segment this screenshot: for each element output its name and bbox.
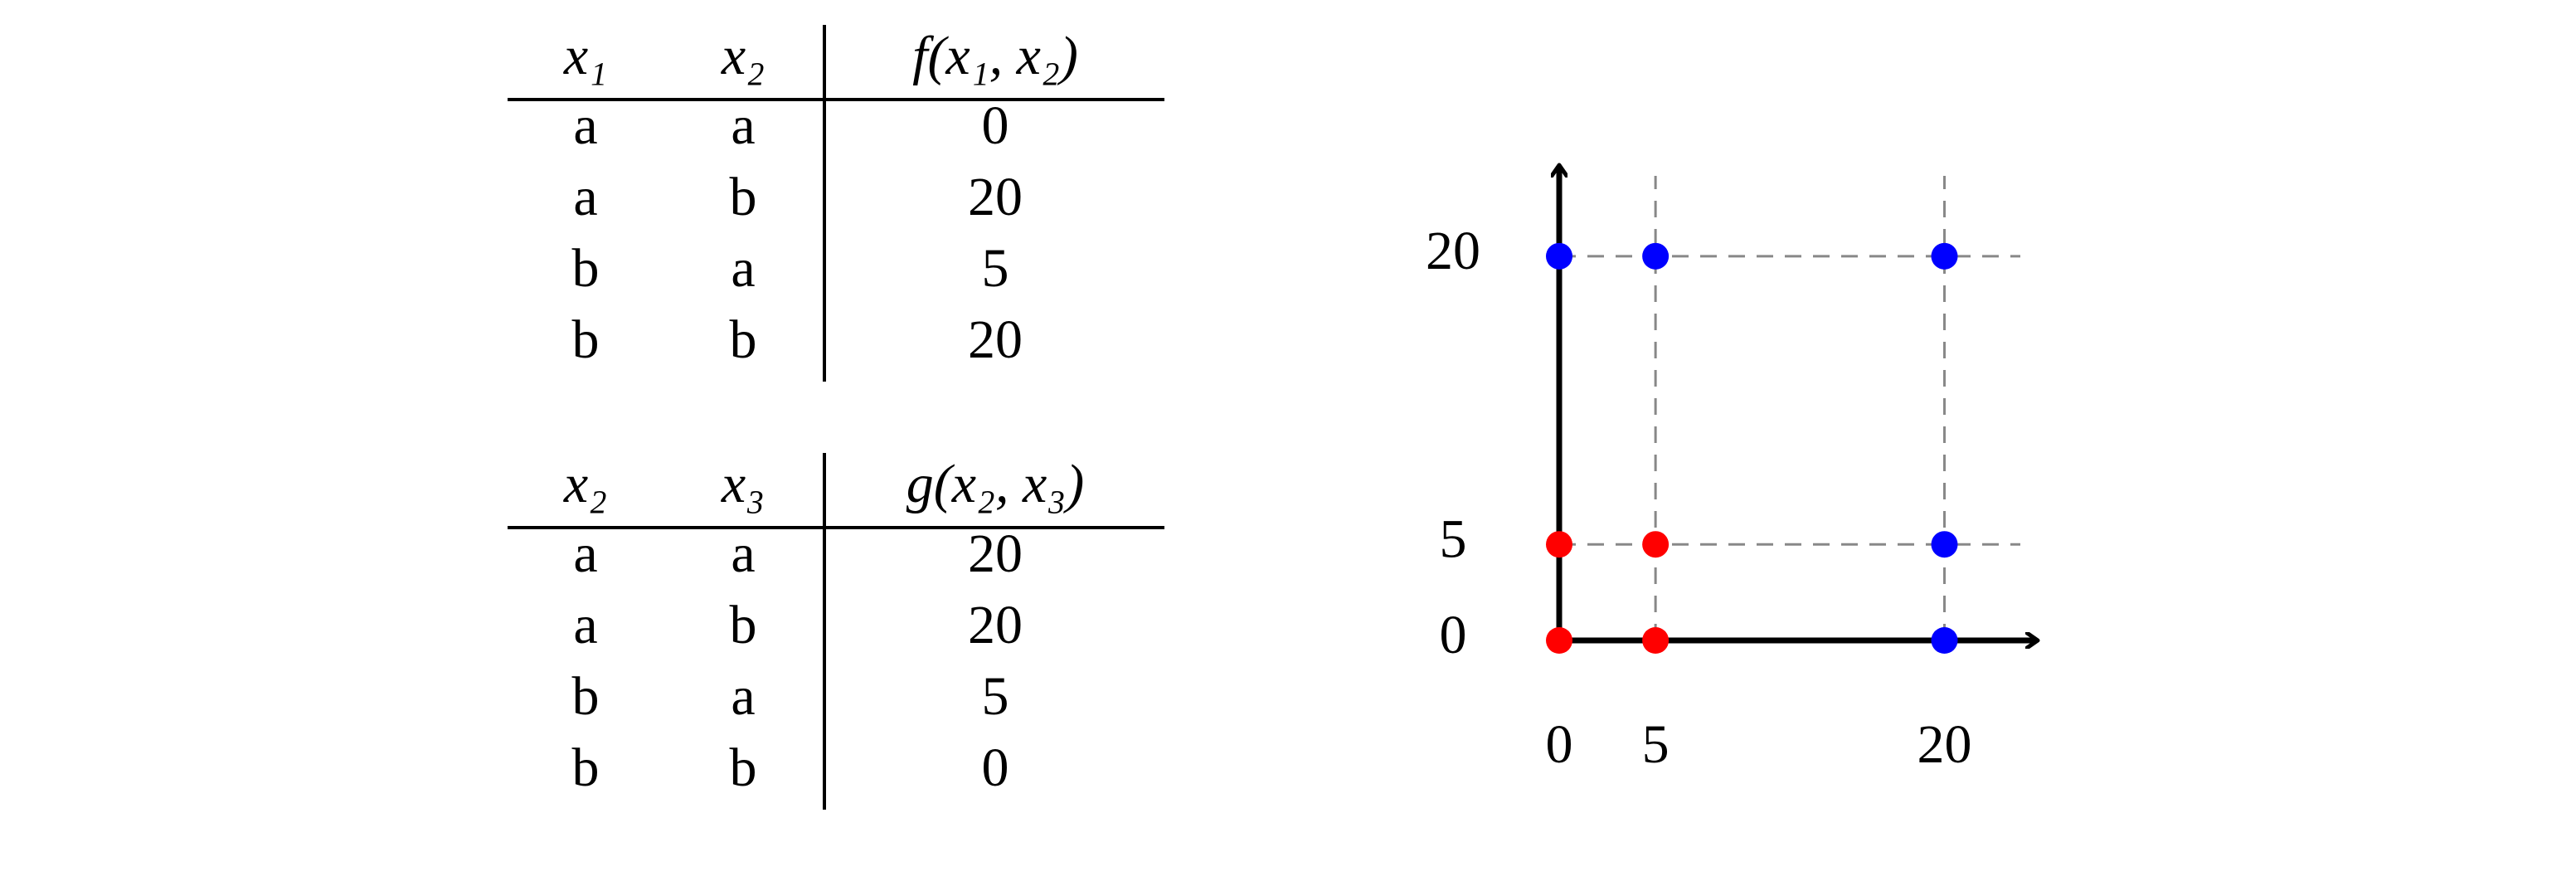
table-cell: 20 xyxy=(968,309,1023,370)
table-cell: b xyxy=(572,737,600,798)
table-cell: 5 xyxy=(982,666,1009,727)
y-tick-label: 0 xyxy=(1440,605,1467,665)
point xyxy=(1931,531,1958,558)
point xyxy=(1546,627,1572,654)
table-cell: 20 xyxy=(968,523,1023,584)
point xyxy=(1931,242,1958,270)
table-cell: 0 xyxy=(982,737,1009,798)
table-cell: b xyxy=(572,238,600,299)
y-tick-label: 20 xyxy=(1426,221,1480,281)
x-tick-label: 20 xyxy=(1917,714,1972,775)
table-cell: a xyxy=(731,523,755,584)
table-header: g(x₂, x₃) xyxy=(906,454,1084,514)
point xyxy=(1546,242,1572,270)
table-cell: a xyxy=(731,238,755,299)
table-cell: a xyxy=(731,666,755,727)
table-header: x₁ xyxy=(563,26,607,86)
table-cell: 20 xyxy=(968,167,1023,227)
point xyxy=(1642,242,1670,270)
table-cell: 5 xyxy=(982,238,1009,299)
y-tick-label: 5 xyxy=(1440,509,1467,569)
table-header: x₂ xyxy=(563,454,607,514)
table-cell: b xyxy=(730,737,757,798)
table-cell: b xyxy=(572,666,600,727)
point xyxy=(1642,627,1670,654)
table-header: x₂ xyxy=(721,26,765,86)
table-cell: b xyxy=(730,595,757,655)
point xyxy=(1931,627,1958,654)
table-cell: 0 xyxy=(982,95,1009,156)
table-cell: 20 xyxy=(968,595,1023,655)
point xyxy=(1642,531,1670,558)
table-header: f(x₁, x₂) xyxy=(912,26,1078,86)
table-cell: a xyxy=(573,95,597,156)
x-tick-label: 5 xyxy=(1642,714,1670,775)
table-cell: b xyxy=(572,309,600,370)
table-cell: a xyxy=(573,595,597,655)
table-cell: b xyxy=(730,309,757,370)
table-cell: a xyxy=(731,95,755,156)
x-tick-label: 0 xyxy=(1546,714,1573,775)
table-cell: a xyxy=(573,523,597,584)
table-header: x₃ xyxy=(721,454,765,514)
table-cell: a xyxy=(573,167,597,227)
table-cell: b xyxy=(730,167,757,227)
point xyxy=(1546,531,1572,558)
